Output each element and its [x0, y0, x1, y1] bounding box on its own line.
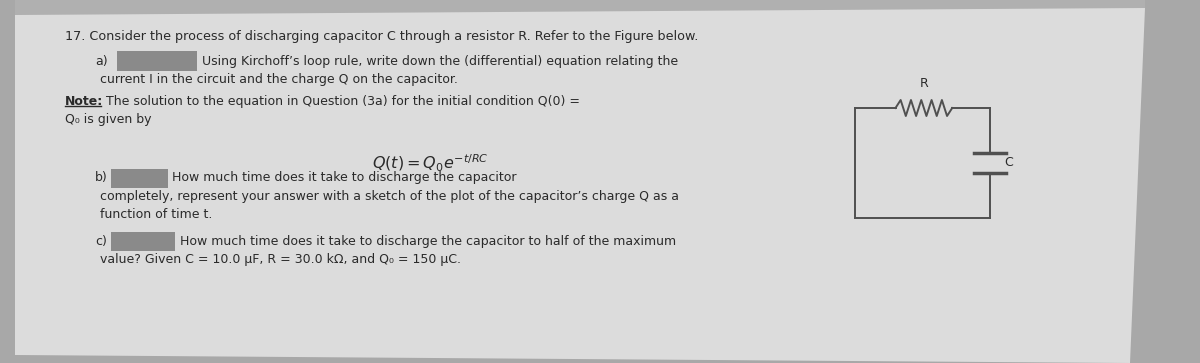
Text: Using Kirchoff’s loop rule, write down the (differential) equation relating the: Using Kirchoff’s loop rule, write down t…	[202, 55, 678, 68]
Text: value? Given C = 10.0 μF, R = 30.0 kΩ, and Q₀ = 150 μC.: value? Given C = 10.0 μF, R = 30.0 kΩ, a…	[100, 253, 461, 266]
Text: a): a)	[95, 55, 108, 68]
Text: 17. Consider the process of discharging capacitor C through a resistor R. Refer : 17. Consider the process of discharging …	[65, 30, 698, 43]
Text: c): c)	[95, 235, 107, 248]
Text: b): b)	[95, 171, 108, 184]
Polygon shape	[14, 0, 1145, 15]
Text: $Q(t) = Q_0e^{-t/RC}$: $Q(t) = Q_0e^{-t/RC}$	[372, 153, 488, 174]
FancyBboxPatch shape	[112, 232, 175, 251]
Text: The solution to the equation in Question (3a) for the initial condition Q(0) =: The solution to the equation in Question…	[102, 95, 580, 108]
Text: function of time t.: function of time t.	[100, 208, 212, 221]
Text: C: C	[1004, 156, 1013, 170]
Text: current I in the circuit and the charge Q on the capacitor.: current I in the circuit and the charge …	[100, 73, 458, 86]
FancyBboxPatch shape	[112, 169, 168, 188]
Text: Q₀ is given by: Q₀ is given by	[65, 113, 151, 126]
Polygon shape	[14, 0, 1145, 363]
Text: How much time does it take to discharge the capacitor: How much time does it take to discharge …	[172, 171, 516, 184]
Text: How much time does it take to discharge the capacitor to half of the maximum: How much time does it take to discharge …	[180, 235, 676, 248]
Text: completely, represent your answer with a sketch of the plot of the capacitor’s c: completely, represent your answer with a…	[100, 190, 679, 203]
Text: Note:: Note:	[65, 95, 103, 108]
FancyBboxPatch shape	[118, 51, 197, 71]
Text: R: R	[919, 77, 929, 90]
